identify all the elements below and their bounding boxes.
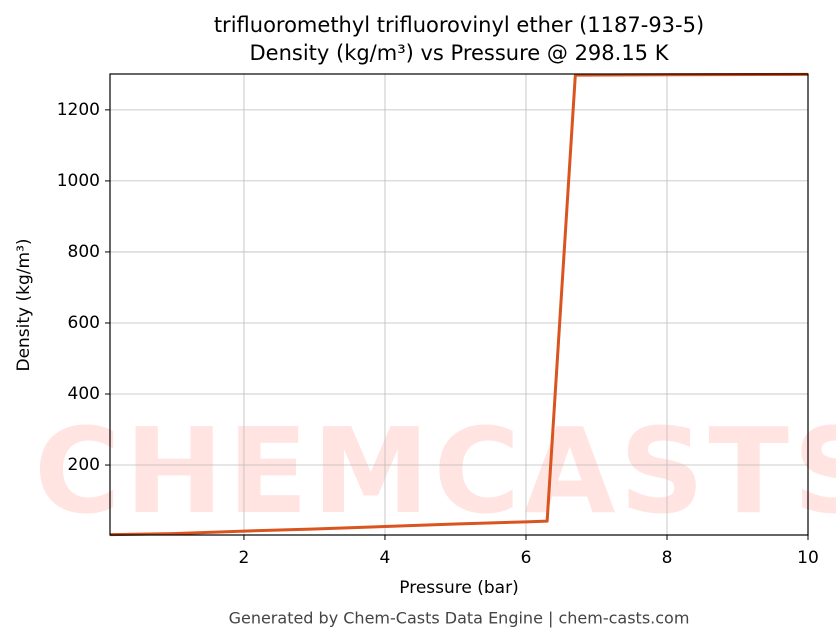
plot-frame <box>109 73 809 536</box>
x-tick-label: 6 <box>521 548 532 568</box>
y-tick-label: 200 <box>68 455 100 475</box>
x-axis-label: Pressure (bar) <box>399 578 518 598</box>
x-tick-label: 8 <box>662 548 673 568</box>
y-tick-label: 600 <box>68 313 100 333</box>
chart-subtitle: Density (kg/m³) vs Pressure @ 298.15 K <box>249 41 669 65</box>
y-tick-label: 1000 <box>57 171 100 191</box>
footer: Generated by Chem-Casts Data Engine | ch… <box>229 609 690 628</box>
chart-title: trifluoromethyl trifluorovinyl ether (11… <box>214 13 704 37</box>
x-tick-label: 4 <box>380 548 391 568</box>
watermark: CHEMCASTS <box>34 402 836 540</box>
y-tick-label: 1200 <box>57 100 100 120</box>
data-line <box>109 72 809 537</box>
x-tick-label: 2 <box>239 548 250 568</box>
y-tick-label: 400 <box>68 384 100 404</box>
x-tick-label: 10 <box>797 548 819 568</box>
y-tick-label: 800 <box>68 242 100 262</box>
y-axis-label: Density (kg/m³) <box>14 238 34 371</box>
